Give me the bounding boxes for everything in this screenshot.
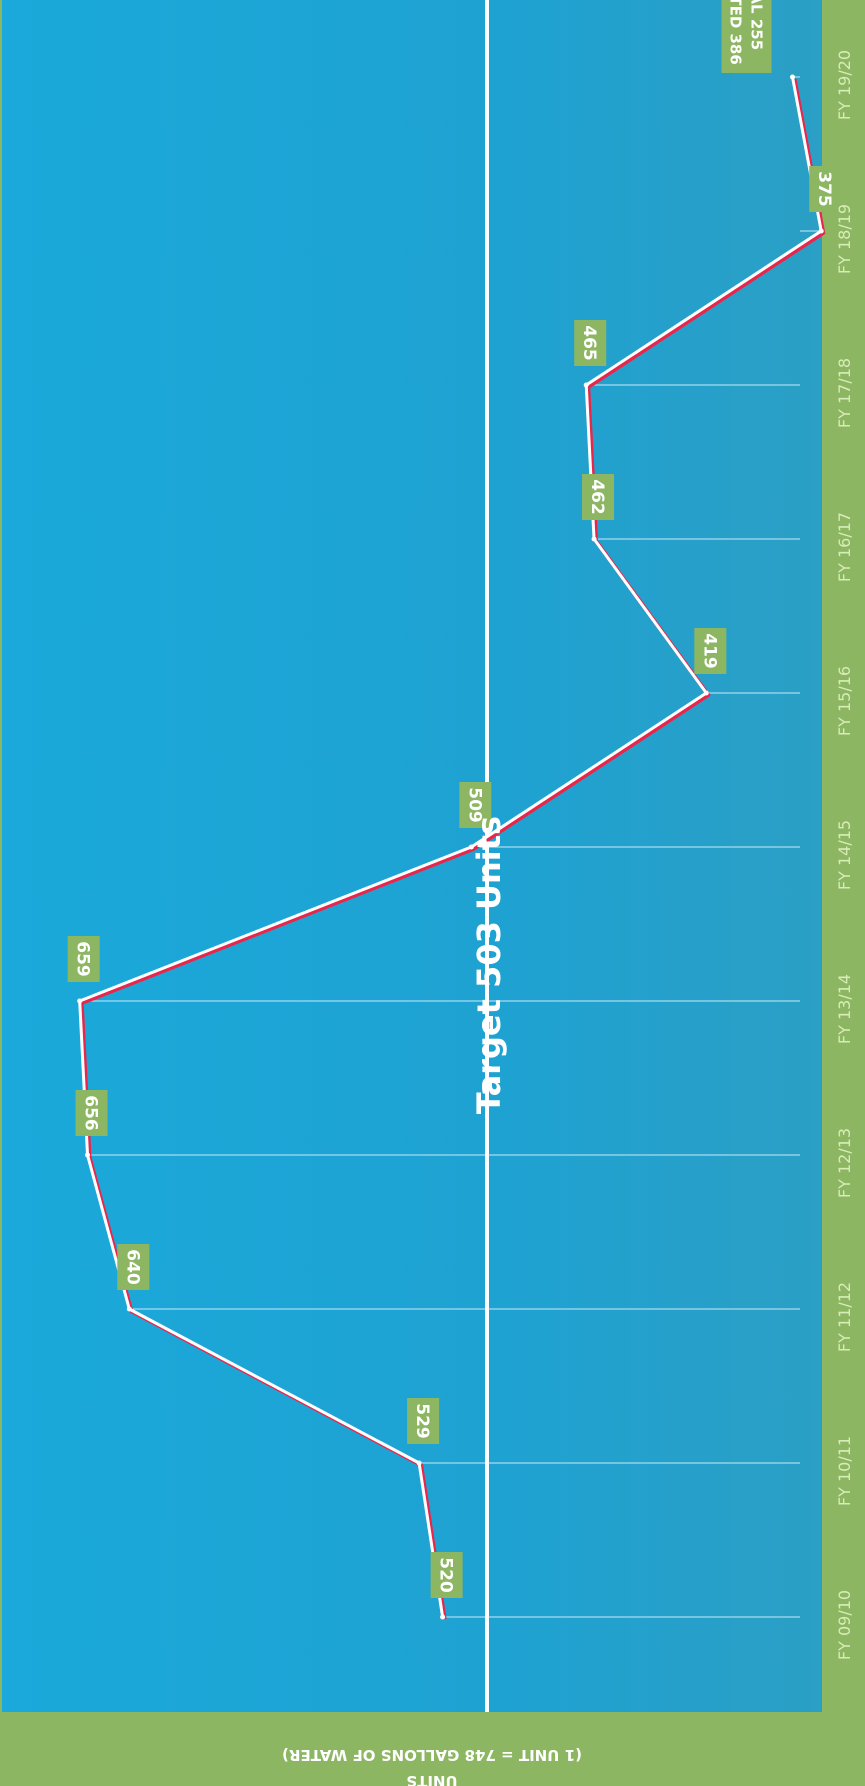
data-label-text: 375 [814, 171, 834, 207]
data-label: ACTUAL 255PROJECTED 386 [721, 0, 772, 73]
data-point [126, 1306, 132, 1312]
x-tick-label: FY 18/19 [835, 204, 854, 274]
data-label-text: PROJECTED 386 [726, 0, 744, 65]
x-tick-label: FY 09/10 [835, 1590, 854, 1660]
data-point [591, 536, 597, 542]
data-label-box [574, 320, 607, 366]
y-axis-label: UNITS (1 UNIT = 748 GALLONS OF WATER) [282, 1746, 582, 1786]
data-label: 419 [694, 628, 727, 674]
data-label-box [809, 166, 842, 212]
data-label-text: 656 [81, 1095, 101, 1131]
x-tick-label: FY 14/15 [835, 820, 854, 890]
data-point [416, 1460, 422, 1466]
data-label: 656 [75, 1090, 108, 1136]
x-tick-label: FY 13/14 [835, 974, 854, 1044]
data-label-text: 659 [73, 941, 93, 977]
data-point [789, 74, 795, 80]
data-label-box [430, 1552, 463, 1598]
data-label: 509 [459, 782, 492, 828]
data-point [583, 382, 589, 388]
data-label-box [117, 1244, 150, 1290]
chart-panel [2, 0, 822, 1712]
data-label-text: 529 [412, 1403, 432, 1439]
data-label-text: 520 [436, 1557, 456, 1593]
data-point [818, 228, 824, 234]
data-label-box [721, 0, 772, 73]
target-label: Target 503 Units [470, 816, 508, 1114]
data-label-box [459, 782, 492, 828]
data-label-box [67, 936, 100, 982]
data-label-box [75, 1090, 108, 1136]
data-label-text: 509 [464, 787, 484, 823]
x-tick-label: FY 16/17 [835, 512, 854, 582]
data-label-text: 462 [587, 479, 607, 515]
data-label-box [582, 474, 615, 520]
data-label: 520 [430, 1552, 463, 1598]
data-point [440, 1614, 446, 1620]
data-label: 640 [117, 1244, 150, 1290]
data-label-box [407, 1398, 440, 1444]
x-tick-label: FY 12/13 [835, 1128, 854, 1198]
data-point [468, 844, 474, 850]
data-label: 659 [67, 936, 100, 982]
data-point [703, 690, 709, 696]
data-label: 529 [407, 1398, 440, 1444]
x-tick-label: FY 17/18 [835, 358, 854, 428]
y-axis-label-main: UNITS [406, 1772, 457, 1786]
x-tick-label: FY 15/16 [835, 666, 854, 736]
data-label-text: ACTUAL 255 [747, 0, 765, 50]
data-label-text: 465 [579, 325, 599, 361]
data-label-text: 640 [122, 1249, 142, 1285]
x-tick-label: FY 10/11 [835, 1436, 854, 1506]
data-label-text: 419 [699, 633, 719, 669]
data-point [77, 998, 83, 1004]
data-label-box [694, 628, 727, 674]
y-axis-label-sub: (1 UNIT = 748 GALLONS OF WATER) [282, 1746, 582, 1764]
data-point [85, 1152, 91, 1158]
x-tick-label: FY 11/12 [835, 1282, 854, 1352]
x-tick-label: FY 19/20 [835, 50, 854, 120]
data-label: 375 [809, 166, 842, 212]
data-label: 465 [574, 320, 607, 366]
data-label: 462 [582, 474, 615, 520]
